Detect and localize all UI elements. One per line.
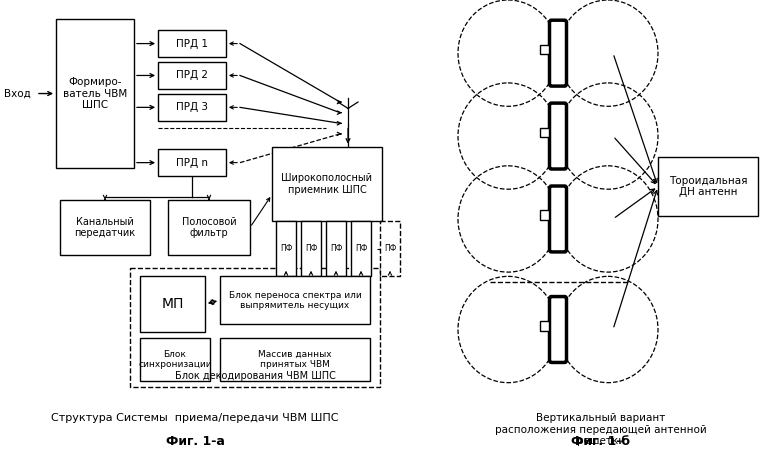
Text: Структура Системы  приема/передачи ЧВМ ШПС: Структура Системы приема/передачи ЧВМ ШП…: [51, 413, 339, 423]
FancyBboxPatch shape: [158, 149, 226, 176]
FancyBboxPatch shape: [140, 338, 210, 381]
Text: Широкополосный
приемник ШПС: Широкополосный приемник ШПС: [282, 173, 373, 195]
Text: ПФ: ПФ: [355, 244, 367, 253]
FancyBboxPatch shape: [540, 45, 548, 54]
FancyBboxPatch shape: [658, 157, 758, 216]
Text: Массив данных
принятых ЧВМ: Массив данных принятых ЧВМ: [258, 350, 332, 369]
Text: Тороидальная
ДН антенн: Тороидальная ДН антенн: [668, 176, 747, 197]
FancyBboxPatch shape: [158, 30, 226, 57]
FancyBboxPatch shape: [140, 276, 205, 332]
Text: Блок
синхронизации: Блок синхронизации: [138, 350, 212, 369]
Text: ПРД 3: ПРД 3: [176, 102, 208, 112]
Text: Формиро-
ватель ЧВМ
ШПС: Формиро- ватель ЧВМ ШПС: [63, 77, 127, 110]
FancyBboxPatch shape: [549, 297, 566, 363]
Text: МП: МП: [161, 297, 183, 311]
Text: ПФ: ПФ: [384, 244, 396, 253]
FancyBboxPatch shape: [380, 221, 400, 276]
Text: Вертикальный вариант
расположения передающей антенной
решетки: Вертикальный вариант расположения переда…: [495, 413, 707, 446]
Text: Блок декодирования ЧВМ ШПС: Блок декодирования ЧВМ ШПС: [175, 370, 335, 381]
FancyBboxPatch shape: [168, 200, 250, 255]
Text: Вход: Вход: [4, 89, 30, 99]
Text: Канальный
передатчик: Канальный передатчик: [74, 217, 136, 238]
FancyBboxPatch shape: [158, 94, 226, 121]
FancyBboxPatch shape: [301, 221, 321, 276]
FancyBboxPatch shape: [540, 128, 548, 137]
FancyBboxPatch shape: [60, 200, 150, 255]
FancyBboxPatch shape: [56, 19, 134, 168]
Text: Фиг. 1-б: Фиг. 1-б: [571, 435, 630, 448]
Text: ПФ: ПФ: [305, 244, 317, 253]
FancyBboxPatch shape: [220, 276, 370, 324]
Text: ПРД 2: ПРД 2: [176, 70, 208, 80]
FancyBboxPatch shape: [326, 221, 346, 276]
FancyBboxPatch shape: [549, 186, 566, 252]
FancyBboxPatch shape: [351, 221, 371, 276]
FancyBboxPatch shape: [540, 321, 548, 330]
FancyBboxPatch shape: [549, 20, 566, 86]
Text: Фиг. 1-а: Фиг. 1-а: [165, 435, 225, 448]
FancyBboxPatch shape: [549, 103, 566, 169]
Text: Блок переноса спектра или
выпрямитель несущих: Блок переноса спектра или выпрямитель не…: [229, 291, 361, 310]
Text: ПРД n: ПРД n: [176, 157, 208, 168]
FancyBboxPatch shape: [158, 62, 226, 90]
FancyBboxPatch shape: [276, 221, 296, 276]
FancyBboxPatch shape: [540, 211, 548, 220]
FancyBboxPatch shape: [272, 147, 382, 221]
Text: Полосовой
фильтр: Полосовой фильтр: [182, 217, 236, 238]
Text: ПРД 1: ПРД 1: [176, 39, 208, 49]
Text: ПФ: ПФ: [280, 244, 292, 253]
FancyBboxPatch shape: [220, 338, 370, 381]
Text: ПФ: ПФ: [330, 244, 342, 253]
